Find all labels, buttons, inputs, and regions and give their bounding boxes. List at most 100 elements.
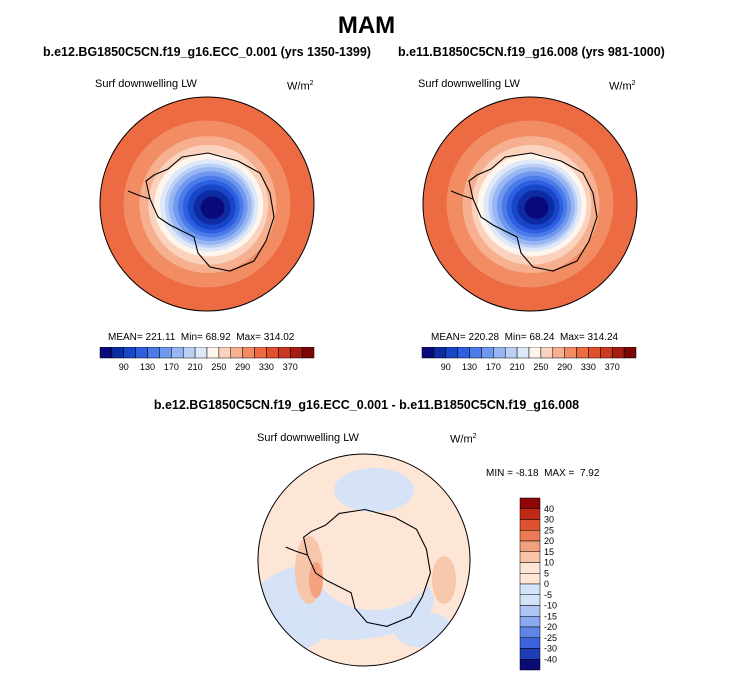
colorbar-swatch xyxy=(516,347,530,359)
colorbar-tick-label: 20 xyxy=(544,536,554,546)
colorbar-tick-label: 250 xyxy=(211,362,226,372)
panel1-mean: 221.11 xyxy=(145,332,176,343)
colorbar-swatch xyxy=(528,347,542,359)
diff-units: W/m2 xyxy=(450,433,477,446)
units-exponent: 2 xyxy=(309,80,314,87)
colorbar-swatch xyxy=(301,347,315,359)
colorbar-swatch xyxy=(135,347,148,359)
colorbar-swatch xyxy=(445,347,458,359)
colorbar-swatch xyxy=(469,347,482,359)
colorbar-tick-label: -40 xyxy=(544,654,557,664)
colorbar-swatch xyxy=(99,347,113,359)
colorbar-tick-label: 210 xyxy=(510,362,525,372)
figure-suptitle: MAM xyxy=(337,12,396,39)
diff-contour-patch xyxy=(314,520,434,610)
colorbar-swatch xyxy=(519,573,541,585)
colorbar-swatch xyxy=(519,519,541,531)
colorbar-tick-label: -5 xyxy=(544,590,552,600)
panel1-units: W/m2 xyxy=(287,80,314,93)
contour-band xyxy=(200,196,225,220)
units-base: W/m xyxy=(609,80,632,93)
colorbar-swatch xyxy=(218,347,232,359)
colorbar-swatch xyxy=(519,497,541,509)
colorbar-swatch xyxy=(519,659,541,671)
colorbar-tick-label: 370 xyxy=(605,362,620,372)
diff-contour-patch xyxy=(264,610,324,650)
colorbar-swatch xyxy=(182,347,196,359)
units-exponent: 2 xyxy=(631,80,636,87)
colorbar-tick-label: 170 xyxy=(486,362,501,372)
colorbar-swatch xyxy=(519,594,541,606)
colorbar-tick-label: 25 xyxy=(544,525,554,535)
colorbar-swatch xyxy=(159,347,172,359)
panel2-colorbar: 90 130 170 210 250 290 330 370 xyxy=(421,347,637,372)
colorbar-swatch xyxy=(504,347,518,359)
colorbar-swatch xyxy=(519,530,541,542)
diff-max: 7.92 xyxy=(579,468,600,479)
colorbar-swatch xyxy=(623,347,637,359)
antarctica-coastline xyxy=(145,152,275,272)
colorbar-swatch xyxy=(493,347,506,359)
colorbar-swatch xyxy=(206,347,220,359)
colorbar-swatch xyxy=(433,347,447,359)
colorbar-tick-label: -25 xyxy=(544,633,557,643)
panel2-min: 68.24 xyxy=(529,332,555,343)
diff-minmax: MIN = -8.18 MAX = 7.92 xyxy=(486,468,600,479)
colorbar-swatch xyxy=(254,347,267,359)
colorbar-tick-label: -10 xyxy=(544,601,557,611)
colorbar-tick-label: 40 xyxy=(544,504,554,514)
antarctic-peninsula xyxy=(450,190,474,200)
colorbar-tick-label: -20 xyxy=(544,622,557,632)
colorbar-swatch xyxy=(481,347,494,359)
colorbar-swatch xyxy=(171,347,184,359)
colorbar-swatch xyxy=(576,347,589,359)
colorbar-swatch xyxy=(519,508,541,520)
panel1-title: b.e12.BG1850C5CN.f19_g16.ECC_0.001 (yrs … xyxy=(43,45,371,59)
colorbar-tick-label: 15 xyxy=(544,547,554,557)
colorbar-swatch xyxy=(421,347,435,359)
colorbar-swatch xyxy=(457,347,470,359)
panel1-stats: MEAN= 221.11 Min= 68.92 Max= 314.02 xyxy=(108,332,295,343)
panel2-variable-label: Surf downwelling LW xyxy=(418,78,520,90)
colorbar-swatch xyxy=(552,347,565,359)
colorbar-tick-label: 330 xyxy=(259,362,274,372)
diff-polar-map xyxy=(257,453,471,667)
colorbar-swatch xyxy=(519,551,541,563)
colorbar-swatch xyxy=(519,605,541,617)
panel2-units: W/m2 xyxy=(609,80,636,93)
panel1-colorbar: 90 130 170 210 250 290 330 370 xyxy=(99,347,315,372)
colorbar-swatch xyxy=(266,347,279,359)
colorbar-swatch xyxy=(519,583,541,595)
diff-title: b.e12.BG1850C5CN.f19_g16.ECC_0.001 - b.e… xyxy=(153,398,580,412)
diff-contour-patch xyxy=(394,612,454,648)
panel1-min: 68.92 xyxy=(205,332,231,343)
colorbar-swatch xyxy=(519,637,541,649)
colorbar-swatch xyxy=(147,347,160,359)
diff-variable-label: Surf downwelling LW xyxy=(257,432,359,444)
colorbar-swatch xyxy=(519,616,541,628)
units-base: W/m xyxy=(450,433,473,446)
colorbar-swatch xyxy=(540,347,554,359)
colorbar-tick-label: 90 xyxy=(441,362,451,372)
colorbar-swatch xyxy=(519,648,541,660)
colorbar-tick-label: 330 xyxy=(581,362,596,372)
colorbar-tick-label: -15 xyxy=(544,611,557,621)
colorbar-tick-label: 290 xyxy=(557,362,572,372)
contour-band xyxy=(524,196,549,220)
colorbar-tick-label: 10 xyxy=(544,558,554,568)
colorbar-tick-label: 290 xyxy=(235,362,250,372)
colorbar-swatch xyxy=(194,347,208,359)
antarctica-coastline xyxy=(302,508,431,627)
colorbar-tick-label: 370 xyxy=(283,362,298,372)
colorbar-swatch xyxy=(519,540,541,552)
panel1-polar-map xyxy=(99,96,315,312)
colorbar-tick-label: 5 xyxy=(544,568,549,578)
antarctic-peninsula xyxy=(285,546,308,556)
units-base: W/m xyxy=(287,80,310,93)
colorbar-swatch xyxy=(123,347,136,359)
colorbar-tick-label: -30 xyxy=(544,644,557,654)
colorbar-tick-label: 130 xyxy=(462,362,477,372)
colorbar-swatch xyxy=(242,347,255,359)
panel2-max: 314.24 xyxy=(587,332,619,343)
colorbar-tick-label: 130 xyxy=(140,362,155,372)
